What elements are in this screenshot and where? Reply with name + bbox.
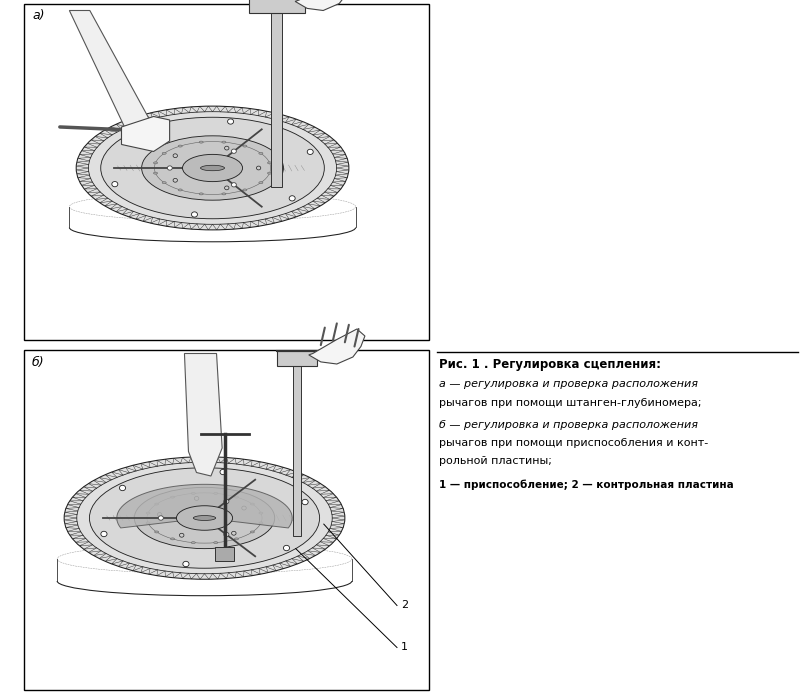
Circle shape <box>257 166 261 170</box>
Ellipse shape <box>259 512 263 514</box>
Ellipse shape <box>213 542 218 544</box>
Circle shape <box>220 469 226 475</box>
Circle shape <box>232 531 236 536</box>
Ellipse shape <box>222 193 226 195</box>
Ellipse shape <box>259 181 263 183</box>
Circle shape <box>130 135 136 140</box>
Ellipse shape <box>142 136 283 200</box>
Ellipse shape <box>155 503 159 505</box>
Ellipse shape <box>183 155 242 181</box>
Ellipse shape <box>259 522 263 524</box>
Ellipse shape <box>153 162 157 164</box>
Polygon shape <box>122 116 170 151</box>
Ellipse shape <box>153 172 157 174</box>
Circle shape <box>232 183 237 187</box>
Circle shape <box>158 516 164 520</box>
Bar <box>249 0 305 13</box>
Ellipse shape <box>76 106 349 230</box>
Ellipse shape <box>191 542 196 544</box>
Ellipse shape <box>193 515 216 521</box>
Text: 1 — приспособление; 2 — контрольная пластина: 1 — приспособление; 2 — контрольная плас… <box>439 480 735 490</box>
Ellipse shape <box>268 162 272 164</box>
Ellipse shape <box>162 181 166 183</box>
Polygon shape <box>309 329 365 364</box>
Circle shape <box>119 485 126 491</box>
Circle shape <box>183 561 189 567</box>
Bar <box>24 350 429 690</box>
Polygon shape <box>295 0 351 10</box>
Text: 1: 1 <box>401 643 408 652</box>
Circle shape <box>225 146 229 150</box>
Text: рычагов при помощи приспособления и конт-: рычагов при помощи приспособления и конт… <box>439 438 709 448</box>
Ellipse shape <box>134 487 274 549</box>
Circle shape <box>173 178 177 182</box>
Circle shape <box>302 499 308 505</box>
Text: 2: 2 <box>401 601 408 610</box>
Ellipse shape <box>234 496 238 498</box>
Text: б — регулировка и проверка расположения: б — регулировка и проверка расположения <box>439 420 699 430</box>
Ellipse shape <box>213 492 218 494</box>
Ellipse shape <box>178 145 182 147</box>
Ellipse shape <box>171 538 175 540</box>
Bar <box>215 547 234 561</box>
Ellipse shape <box>250 503 254 505</box>
Ellipse shape <box>234 538 238 540</box>
Text: рольной пластины;: рольной пластины; <box>439 456 553 466</box>
Circle shape <box>228 119 233 124</box>
Ellipse shape <box>171 496 175 498</box>
Circle shape <box>111 181 118 187</box>
Circle shape <box>157 512 162 517</box>
Text: а): а) <box>32 9 45 22</box>
Bar <box>271 7 282 187</box>
Circle shape <box>225 186 229 190</box>
Ellipse shape <box>146 522 150 524</box>
Ellipse shape <box>64 457 345 580</box>
Ellipse shape <box>243 189 247 191</box>
Polygon shape <box>117 484 292 528</box>
Circle shape <box>180 533 184 537</box>
Circle shape <box>224 532 229 537</box>
Circle shape <box>241 506 246 510</box>
Text: б): б) <box>32 356 45 369</box>
Ellipse shape <box>191 492 196 494</box>
Ellipse shape <box>243 145 247 147</box>
Bar <box>277 351 317 366</box>
Text: Рис. 1 . Регулировка сцепления:: Рис. 1 . Регулировка сцепления: <box>439 358 662 372</box>
Circle shape <box>290 196 295 201</box>
Bar <box>24 4 429 340</box>
Ellipse shape <box>199 141 203 143</box>
Ellipse shape <box>250 531 254 533</box>
Ellipse shape <box>146 512 150 514</box>
Polygon shape <box>69 10 153 137</box>
Ellipse shape <box>90 468 319 568</box>
Circle shape <box>194 496 199 500</box>
Circle shape <box>283 545 290 551</box>
Ellipse shape <box>101 118 324 218</box>
Text: а — регулировка и проверка расположения: а — регулировка и проверка расположения <box>439 379 699 389</box>
Circle shape <box>232 149 237 153</box>
Polygon shape <box>184 354 222 476</box>
Circle shape <box>307 149 314 155</box>
Circle shape <box>192 212 197 217</box>
Circle shape <box>173 154 177 158</box>
Ellipse shape <box>178 189 182 191</box>
Circle shape <box>101 531 107 537</box>
Ellipse shape <box>200 165 225 171</box>
Ellipse shape <box>268 172 272 174</box>
Circle shape <box>224 499 229 504</box>
Ellipse shape <box>162 153 166 155</box>
Text: рычагов при помощи штанген-глубиномера;: рычагов при помощи штанген-глубиномера; <box>439 398 702 407</box>
Ellipse shape <box>199 193 203 195</box>
Ellipse shape <box>176 505 233 531</box>
Circle shape <box>168 166 172 170</box>
Bar <box>293 360 301 536</box>
Ellipse shape <box>155 531 159 533</box>
Ellipse shape <box>259 153 263 155</box>
Ellipse shape <box>222 141 226 143</box>
